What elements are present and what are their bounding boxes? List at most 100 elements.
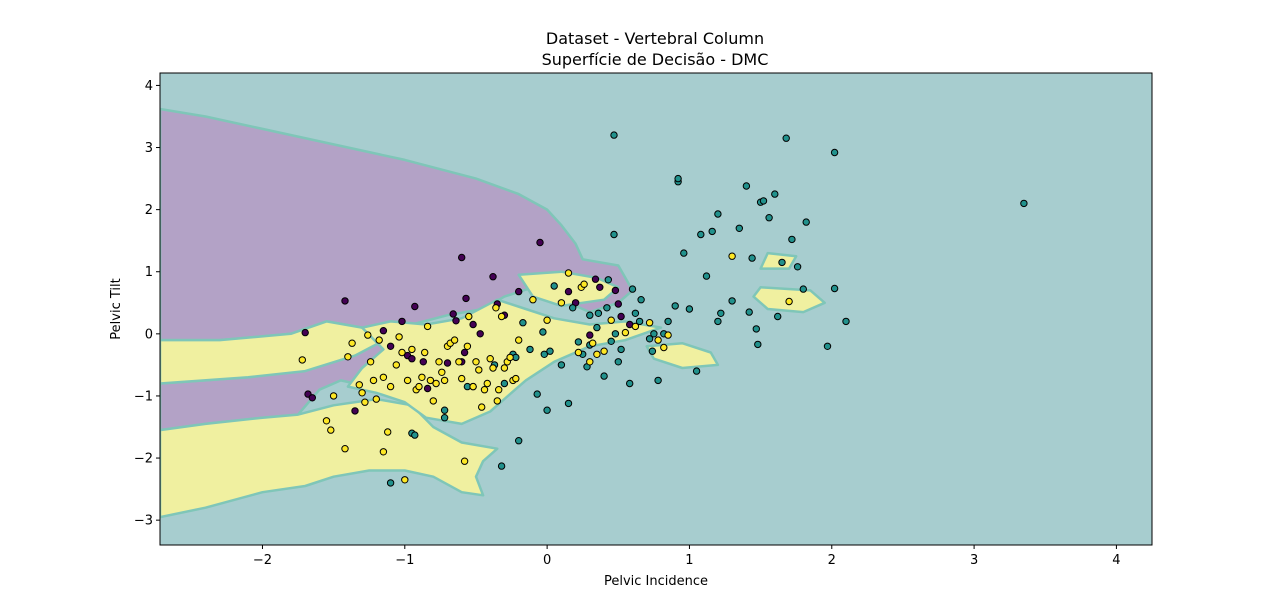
point-class-2-0 xyxy=(298,356,306,364)
x-axis-ticks: −2 −1 0 1 2 3 4 xyxy=(253,545,1121,568)
point-class-1-81 xyxy=(830,284,839,293)
point-class-0-26 xyxy=(536,238,544,247)
point-class-1-66 xyxy=(748,254,756,262)
point-class-2-3 xyxy=(329,392,338,400)
x-axis-label: Pelvic Incidence xyxy=(604,574,708,589)
point-class-1-67 xyxy=(752,325,760,333)
point-class-1-18 xyxy=(543,406,551,414)
point-class-1-12 xyxy=(515,437,523,445)
point-class-0-21 xyxy=(476,330,484,338)
point-class-2-51 xyxy=(489,364,497,372)
point-class-2-78 xyxy=(660,343,668,352)
point-class-2-19 xyxy=(392,361,400,369)
point-class-1-56 xyxy=(697,230,705,239)
point-class-0-30 xyxy=(591,275,600,283)
point-class-2-11 xyxy=(366,358,375,366)
point-class-1-57 xyxy=(702,272,711,280)
point-class-2-48 xyxy=(480,386,489,394)
point-class-1-64 xyxy=(742,182,751,190)
point-class-1-32 xyxy=(603,304,611,312)
point-class-2-20 xyxy=(395,333,403,341)
point-class-2-60 xyxy=(512,374,520,383)
point-class-2-7 xyxy=(355,381,363,389)
point-class-2-46 xyxy=(475,366,483,374)
point-class-1-44 xyxy=(645,335,654,343)
point-class-2-55 xyxy=(497,312,506,321)
point-class-0-9 xyxy=(408,355,416,363)
point-class-2-61 xyxy=(515,336,523,344)
point-class-2-34 xyxy=(438,368,446,376)
point-class-1-13 xyxy=(519,319,527,327)
point-class-2-15 xyxy=(379,373,388,381)
point-class-2-77 xyxy=(654,336,662,344)
point-class-1-23 xyxy=(569,304,577,312)
point-class-1-43 xyxy=(637,296,645,304)
point-class-2-76 xyxy=(645,319,654,327)
point-class-1-3 xyxy=(440,414,449,422)
point-class-0-0 xyxy=(301,328,309,337)
point-class-2-42 xyxy=(463,342,472,350)
point-class-0-20 xyxy=(469,320,477,329)
point-class-2-10 xyxy=(364,331,372,339)
x-tick-label: 4 xyxy=(1112,553,1120,568)
point-class-1-39 xyxy=(626,379,634,388)
point-class-1-76 xyxy=(788,235,796,244)
point-class-2-21 xyxy=(398,348,406,357)
point-class-1-83 xyxy=(842,317,850,326)
point-class-0-19 xyxy=(462,294,470,303)
point-class-1-50 xyxy=(671,302,679,310)
point-class-1-21 xyxy=(557,361,566,369)
point-class-1-28 xyxy=(586,311,594,319)
point-class-2-44 xyxy=(469,382,477,391)
point-class-1-45 xyxy=(648,347,657,355)
point-class-1-75 xyxy=(782,134,790,142)
point-class-1-35 xyxy=(610,230,618,239)
point-class-2-2 xyxy=(327,426,335,434)
point-class-2-79 xyxy=(664,331,672,339)
y-tick-label: 1 xyxy=(145,265,153,280)
point-class-2-28 xyxy=(421,348,429,357)
point-class-1-65 xyxy=(745,308,753,316)
y-tick-label: 3 xyxy=(145,141,153,156)
point-class-1-82 xyxy=(830,148,839,157)
point-class-2-6 xyxy=(348,339,356,347)
point-class-1-61 xyxy=(717,309,725,317)
point-class-2-62 xyxy=(529,296,537,304)
point-class-1-62 xyxy=(728,297,736,305)
point-class-2-73 xyxy=(607,316,615,324)
point-class-1-47 xyxy=(654,376,662,385)
point-class-1-38 xyxy=(617,345,625,354)
point-class-0-7 xyxy=(398,317,406,326)
point-class-2-68 xyxy=(580,280,588,288)
point-class-2-71 xyxy=(593,350,601,358)
point-class-0-22 xyxy=(489,273,497,281)
point-class-1-77 xyxy=(793,263,802,271)
y-tick-label: −1 xyxy=(134,389,153,404)
point-class-1-55 xyxy=(692,367,701,375)
point-class-2-27 xyxy=(418,373,426,381)
point-class-0-33 xyxy=(614,300,622,308)
point-class-0-11 xyxy=(419,358,427,366)
point-class-2-63 xyxy=(543,316,551,324)
y-axis-label: Pelvic Tilt xyxy=(109,278,124,339)
point-class-2-8 xyxy=(358,389,366,397)
point-class-1-40 xyxy=(628,285,637,293)
point-class-0-25 xyxy=(515,287,523,296)
point-class-1-2 xyxy=(411,431,419,439)
point-class-1-33 xyxy=(604,276,612,284)
point-class-1-20 xyxy=(550,282,558,290)
y-tick-label: 0 xyxy=(145,327,153,342)
point-class-1-52 xyxy=(674,174,682,183)
point-class-2-69 xyxy=(586,358,594,366)
point-class-2-38 xyxy=(450,336,459,344)
point-class-2-65 xyxy=(564,269,573,277)
point-class-1-78 xyxy=(799,285,807,293)
point-class-0-4 xyxy=(351,407,359,415)
x-tick-label: 1 xyxy=(685,553,693,568)
point-class-0-15 xyxy=(452,317,460,325)
point-class-1-79 xyxy=(802,218,810,226)
x-tick-label: −1 xyxy=(395,553,414,568)
point-class-2-31 xyxy=(429,397,437,405)
